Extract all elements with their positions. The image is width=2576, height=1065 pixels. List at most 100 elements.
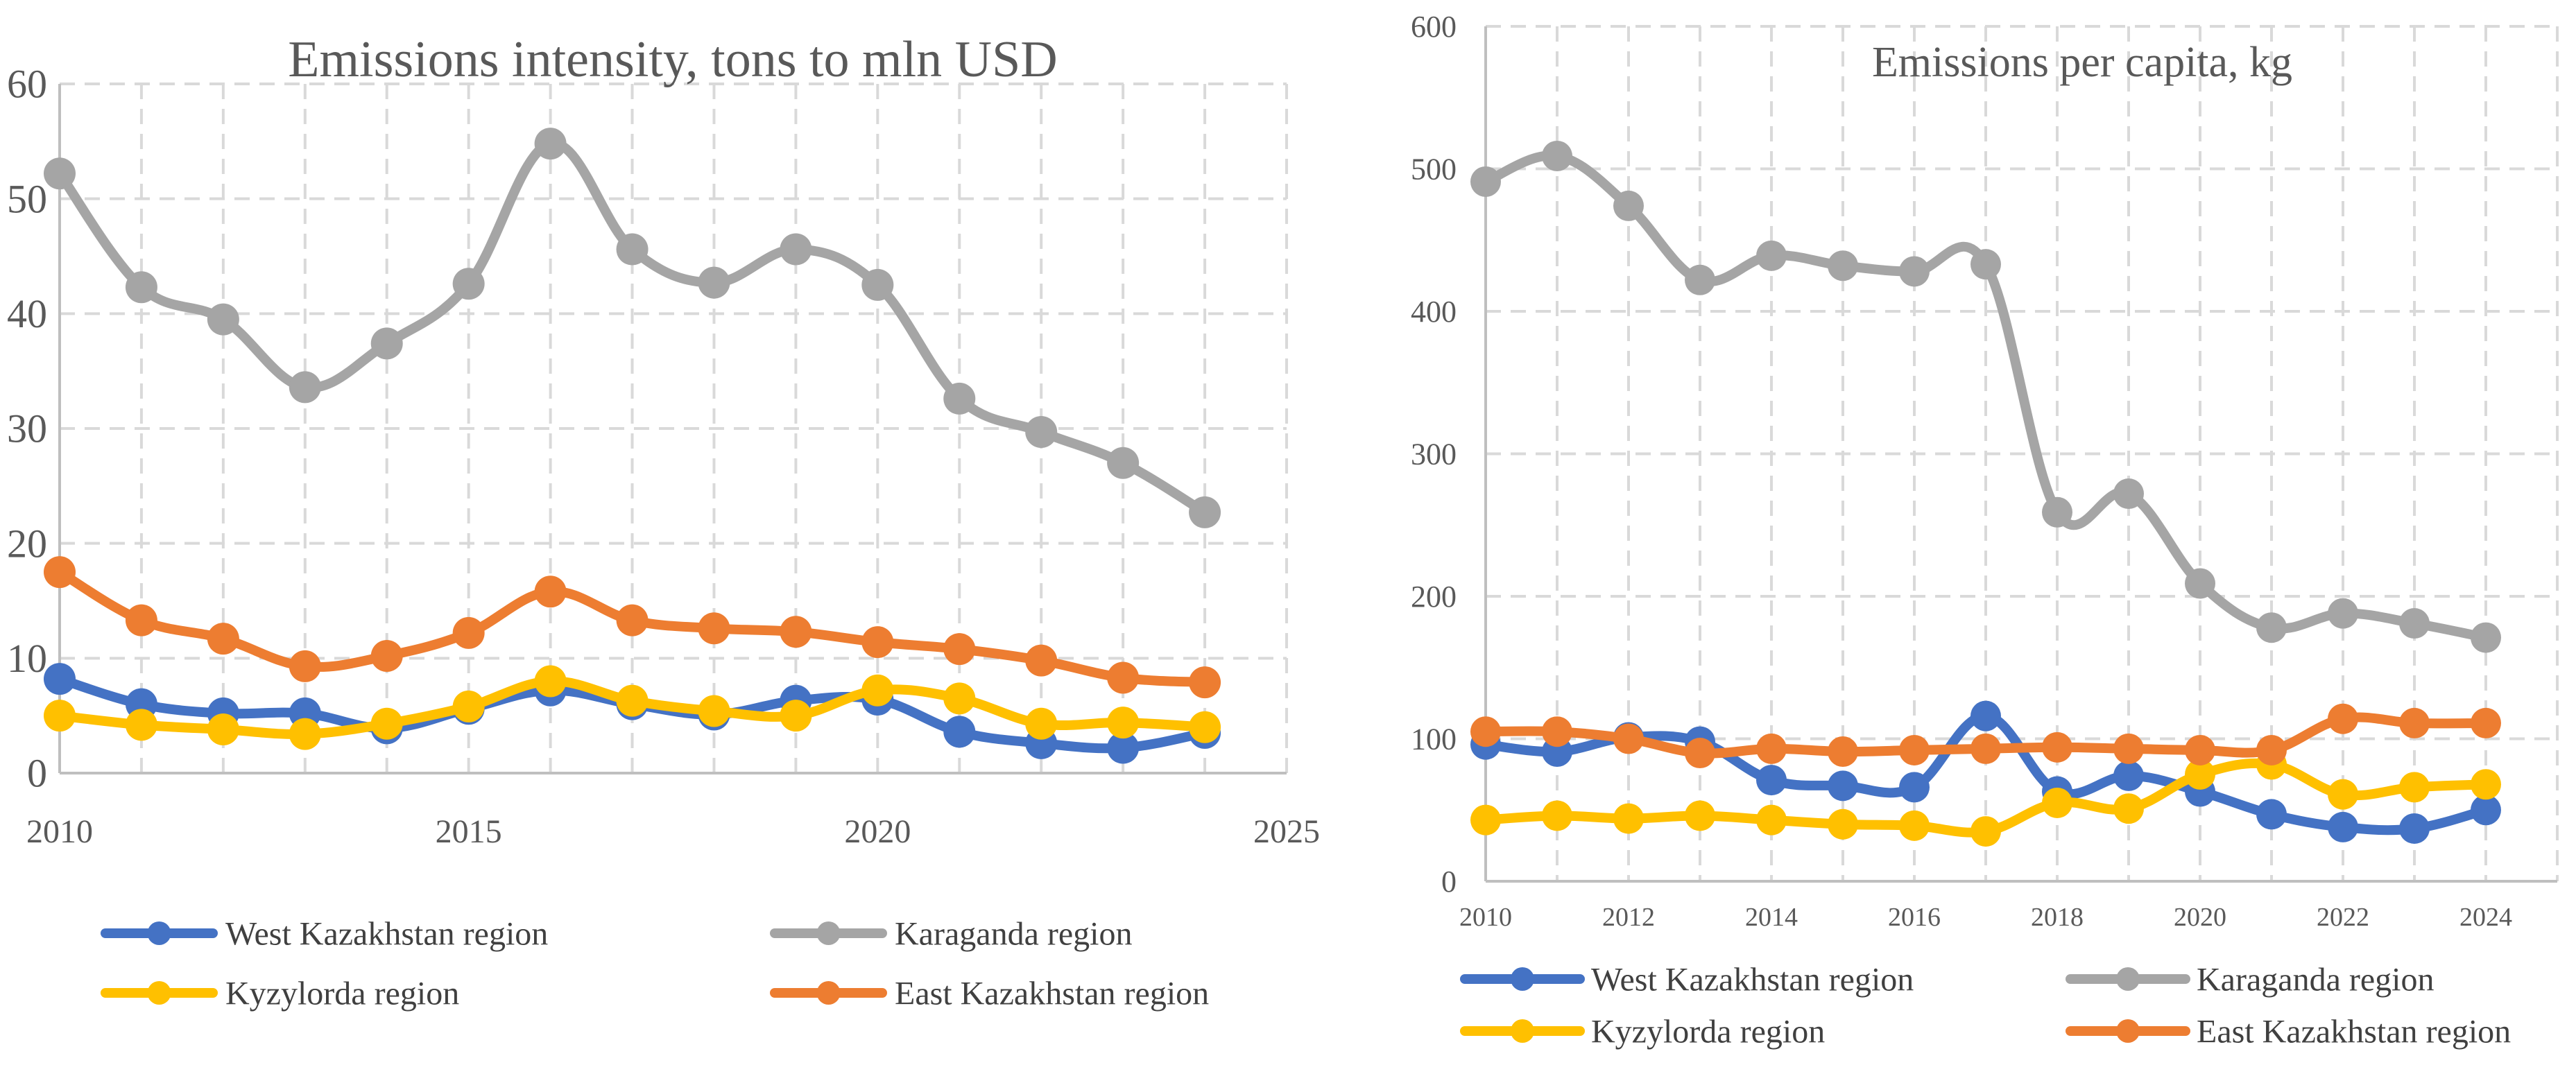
data-point-west (1899, 772, 1930, 803)
legend-marker-karaganda (2116, 967, 2140, 991)
data-point-karaganda (289, 371, 321, 404)
data-point-karaganda (2471, 622, 2501, 653)
data-point-kyzylorda (2399, 772, 2430, 803)
data-point-kyzylorda (2113, 793, 2144, 824)
data-point-east (2042, 731, 2072, 763)
data-point-east (1828, 736, 1858, 767)
legend-item-west: West Kazakhstan region (1460, 961, 1914, 998)
series-east (44, 556, 1221, 699)
y-tick-label: 10 (7, 636, 47, 681)
legend-marker-kyzylorda (147, 981, 171, 1005)
chart-emissions-intensity: 0 10 20 30 40 50 60 2010 2015 2020 2025 Emissions i… (7, 31, 1320, 1012)
data-point-kyzylorda (698, 695, 730, 727)
data-point-karaganda (1756, 240, 1787, 271)
chart-title: Emissions per capita, kg (1872, 39, 2292, 86)
data-point-east (1025, 644, 1058, 677)
data-point-kyzylorda (1828, 808, 1858, 840)
data-point-karaganda (1613, 190, 1644, 221)
data-point-east (780, 616, 812, 648)
data-point-west (1107, 731, 1140, 764)
data-point-karaganda (1685, 264, 1715, 295)
data-point-east (370, 640, 403, 673)
data-point-east (1189, 666, 1221, 699)
legend-label: East Kazakhstan region (895, 975, 1209, 1012)
x-tick-label: 2010 (1459, 903, 1512, 932)
legend-label: West Kazakhstan region (225, 915, 548, 952)
legend-label: Karaganda region (2197, 961, 2435, 998)
data-point-kyzylorda (2185, 759, 2215, 790)
x-tick-label: 2025 (1253, 813, 1320, 850)
data-point-east (452, 616, 485, 649)
series-east (1470, 703, 2501, 769)
series-karaganda (1470, 141, 2501, 653)
legend-label: Kyzylorda region (225, 975, 459, 1012)
legend-marker-kyzylorda (1511, 1019, 1534, 1043)
data-point-east (2256, 734, 2287, 765)
y-tick-label: 600 (1411, 10, 1457, 44)
x-tick-label: 2015 (436, 813, 502, 850)
data-point-east (44, 556, 76, 589)
y-tick-label: 400 (1411, 295, 1457, 329)
x-tick-label: 2016 (1888, 903, 1941, 932)
data-point-east (616, 604, 649, 637)
data-point-kyzylorda (943, 682, 976, 715)
data-point-kyzylorda (44, 700, 76, 732)
data-point-kyzylorda (125, 709, 157, 741)
x-tick-label: 2012 (1602, 903, 1655, 932)
data-point-karaganda (2399, 608, 2430, 639)
data-point-east (289, 650, 321, 682)
chart-emissions-per-capita: 0 100 200 300 400 500 600 2010 2012 2014 2016 2018 2… (1411, 10, 2559, 1050)
data-point-kyzylorda (1470, 804, 1501, 835)
y-tick-label: 30 (7, 406, 47, 451)
data-point-east (1899, 734, 1930, 765)
legend-marker-west (147, 921, 171, 945)
data-point-west (2471, 795, 2501, 826)
data-point-karaganda (780, 233, 812, 266)
data-point-kyzylorda (1970, 816, 2001, 847)
data-point-kyzylorda (370, 707, 403, 740)
data-point-east (1613, 723, 1644, 754)
data-point-kyzylorda (616, 684, 649, 717)
x-tick-label: 2020 (2174, 903, 2226, 932)
data-point-kyzylorda (1756, 804, 1787, 835)
x-tick-label: 2024 (2459, 903, 2512, 932)
legend-item-east: East Kazakhstan region (770, 975, 1209, 1012)
data-point-karaganda (452, 268, 485, 300)
y-tick-label: 200 (1411, 580, 1457, 614)
x-tick-label: 2010 (26, 813, 93, 850)
data-point-kyzylorda (534, 665, 567, 698)
series-line-karaganda (1481, 150, 2491, 643)
y-tick-label: 40 (7, 291, 47, 336)
y-tick-label: 50 (7, 176, 47, 221)
data-point-east (2399, 707, 2430, 738)
data-point-east (2328, 703, 2358, 734)
series-kyzylorda (1470, 749, 2501, 847)
data-point-kyzylorda (2042, 787, 2072, 818)
y-tick-label: 0 (1441, 865, 1457, 899)
legend-label: East Kazakhstan region (2197, 1013, 2511, 1050)
y-tick-label: 60 (7, 62, 47, 107)
data-point-karaganda (1025, 415, 1058, 448)
legend-marker-east (2116, 1019, 2140, 1043)
data-point-karaganda (44, 157, 76, 190)
data-point-karaganda (2185, 568, 2215, 599)
data-point-west (2328, 811, 2358, 842)
legend-label: Karaganda region (895, 915, 1133, 952)
legend-label: West Kazakhstan region (1591, 961, 1914, 998)
y-tick-label: 300 (1411, 437, 1457, 471)
data-point-kyzylorda (1542, 800, 1572, 831)
data-point-east (125, 604, 157, 637)
data-point-east (861, 626, 894, 659)
data-point-west (2399, 813, 2430, 844)
data-point-kyzylorda (861, 674, 894, 707)
data-point-east (2471, 707, 2501, 738)
data-point-karaganda (370, 327, 403, 360)
series-karaganda (44, 128, 1221, 528)
legend-item-karaganda: Karaganda region (2066, 961, 2435, 998)
y-tick-label: 100 (1411, 722, 1457, 756)
data-point-east (1685, 738, 1715, 769)
data-point-west (943, 716, 976, 748)
data-point-karaganda (943, 382, 976, 415)
data-point-east (534, 575, 567, 608)
